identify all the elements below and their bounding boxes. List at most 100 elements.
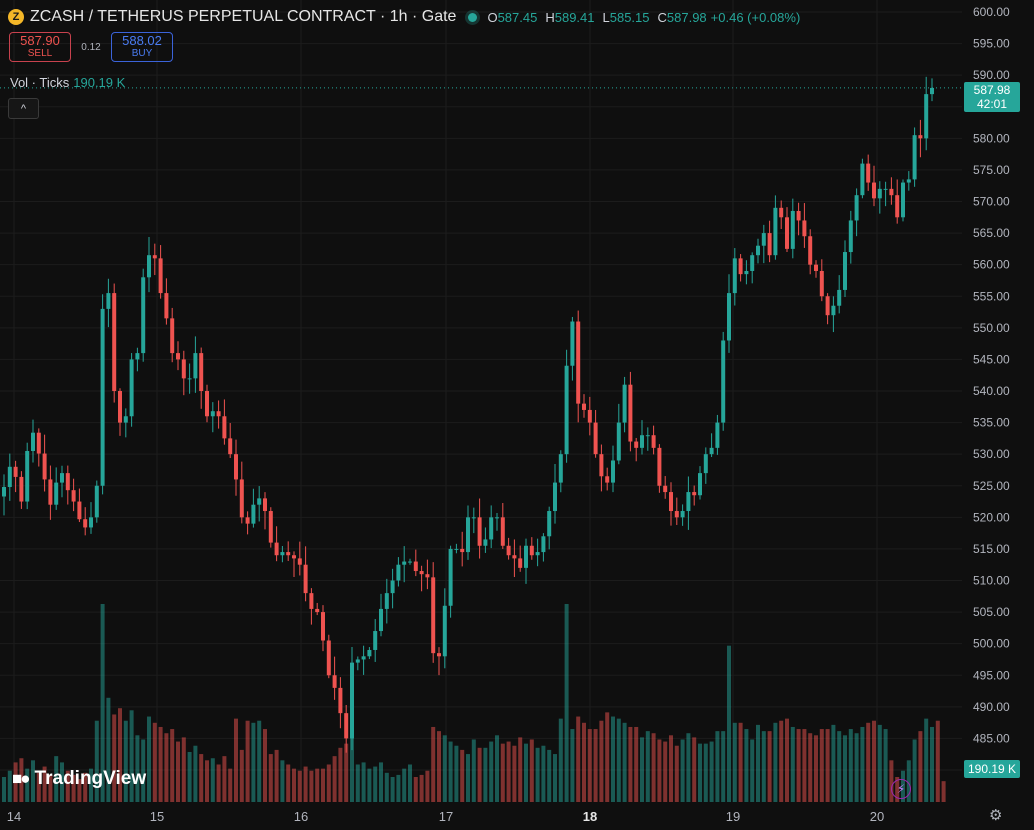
volume-bar bbox=[251, 722, 256, 802]
candle-body bbox=[500, 517, 505, 546]
candle-body bbox=[738, 258, 743, 275]
volume-bar bbox=[234, 718, 238, 802]
volume-bar bbox=[274, 749, 279, 802]
candle-body bbox=[379, 608, 383, 632]
volume-bar bbox=[425, 770, 430, 802]
volume-bar bbox=[19, 758, 24, 802]
candle-body bbox=[466, 517, 470, 553]
volume-bar bbox=[280, 760, 285, 802]
volume-bar bbox=[698, 743, 702, 802]
volume-bar bbox=[576, 716, 581, 802]
volume-bar bbox=[42, 766, 47, 802]
chart-grid bbox=[0, 0, 962, 802]
volume-bar bbox=[390, 776, 395, 802]
volume-legend[interactable]: Vol · Ticks 190.19 K bbox=[10, 75, 125, 90]
volume-bar bbox=[750, 739, 755, 802]
candle-body bbox=[576, 321, 581, 404]
volume-bar bbox=[164, 733, 169, 802]
price-axis[interactable]: 600.00595.00590.00585.00580.00575.00570.… bbox=[973, 5, 1010, 777]
volume-bar bbox=[692, 737, 697, 802]
gear-icon[interactable]: ⚙ bbox=[989, 807, 1003, 824]
volume-bar bbox=[779, 720, 784, 802]
candle-body bbox=[535, 552, 540, 556]
volume-bar bbox=[773, 722, 778, 802]
candle-body bbox=[425, 574, 430, 578]
volume-bar bbox=[663, 741, 668, 802]
candle-body bbox=[483, 539, 488, 546]
volume-bar bbox=[524, 743, 528, 802]
candle-body bbox=[645, 435, 650, 437]
time-axis[interactable]: 14 15 16 17 18 19 20 bbox=[7, 809, 884, 824]
volume-bar bbox=[767, 731, 772, 802]
candle-body bbox=[112, 293, 117, 391]
candle-body bbox=[605, 476, 610, 483]
volume-bar bbox=[831, 724, 836, 802]
candle-body bbox=[750, 255, 755, 271]
symbol-title[interactable]: ZCASH / TETHERUS PERPETUAL CONTRACT · 1h… bbox=[30, 8, 457, 25]
volume-bar bbox=[814, 735, 818, 802]
volume-bar bbox=[413, 776, 418, 802]
price-tick-label: 525.00 bbox=[973, 479, 1010, 493]
volume-bar bbox=[205, 760, 209, 802]
tradingview-logo[interactable]: ■● TradingView bbox=[12, 768, 146, 790]
candle-body bbox=[831, 305, 836, 316]
candle-body bbox=[65, 473, 70, 491]
candle-body bbox=[593, 422, 598, 455]
candle-body bbox=[176, 353, 180, 360]
market-open-status-icon bbox=[468, 12, 478, 22]
volume-bar bbox=[715, 731, 720, 802]
candle-body bbox=[355, 659, 360, 663]
price-tick-label: 550.00 bbox=[973, 321, 1010, 335]
volume-bar bbox=[727, 645, 731, 802]
price-tick-label: 590.00 bbox=[973, 68, 1010, 82]
candle-body bbox=[384, 593, 389, 609]
candle-body bbox=[547, 511, 552, 537]
volume-bar bbox=[866, 722, 871, 802]
candle-body bbox=[848, 220, 853, 253]
candle-body bbox=[843, 252, 847, 290]
volume-legend-value: 190.19 K bbox=[73, 75, 126, 90]
volume-bar bbox=[825, 729, 830, 802]
volume-bar bbox=[680, 739, 685, 802]
volume-bar bbox=[674, 745, 679, 802]
candle-body bbox=[147, 255, 151, 278]
price-tick-label: 560.00 bbox=[973, 258, 1010, 272]
volume-bar bbox=[437, 731, 441, 802]
volume-bar bbox=[883, 729, 888, 802]
buy-button[interactable]: 588.02 BUY bbox=[111, 32, 173, 62]
volume-bar bbox=[605, 712, 610, 802]
candlesticks bbox=[2, 76, 934, 753]
volume-bar bbox=[582, 722, 586, 802]
volume-bar bbox=[228, 768, 233, 802]
candle-body bbox=[622, 384, 627, 423]
candle-body bbox=[761, 233, 766, 246]
candle-body bbox=[245, 517, 250, 524]
volume-bar bbox=[732, 722, 737, 802]
volume-bar bbox=[71, 774, 76, 802]
volume-bar bbox=[60, 762, 64, 802]
candle-body bbox=[390, 580, 395, 594]
sell-button[interactable]: 587.90 SELL bbox=[9, 32, 71, 62]
candle-body bbox=[558, 454, 563, 483]
candle-body bbox=[129, 359, 134, 417]
candle-body bbox=[866, 163, 871, 183]
ohlc-high: H589.41 bbox=[545, 9, 595, 25]
candle-body bbox=[31, 432, 35, 452]
volume-bar bbox=[529, 739, 534, 802]
bar-countdown: 42:01 bbox=[976, 97, 1008, 111]
volume-bar bbox=[31, 760, 35, 802]
candle-body bbox=[216, 411, 221, 417]
lightning-icon[interactable]: ⚡ bbox=[891, 779, 911, 799]
candle-body bbox=[326, 640, 331, 676]
volume-bar bbox=[477, 747, 482, 802]
candle-body bbox=[158, 258, 163, 294]
volume-bar bbox=[611, 716, 615, 802]
candle-body bbox=[756, 245, 760, 256]
last-price-value: 587.98 bbox=[973, 83, 1011, 97]
volume-bar bbox=[216, 764, 221, 802]
date-tick-label: 20 bbox=[870, 809, 884, 824]
chevron-up-icon[interactable]: ^ bbox=[8, 98, 39, 119]
candle-body bbox=[471, 517, 476, 519]
candle-body bbox=[408, 561, 412, 563]
